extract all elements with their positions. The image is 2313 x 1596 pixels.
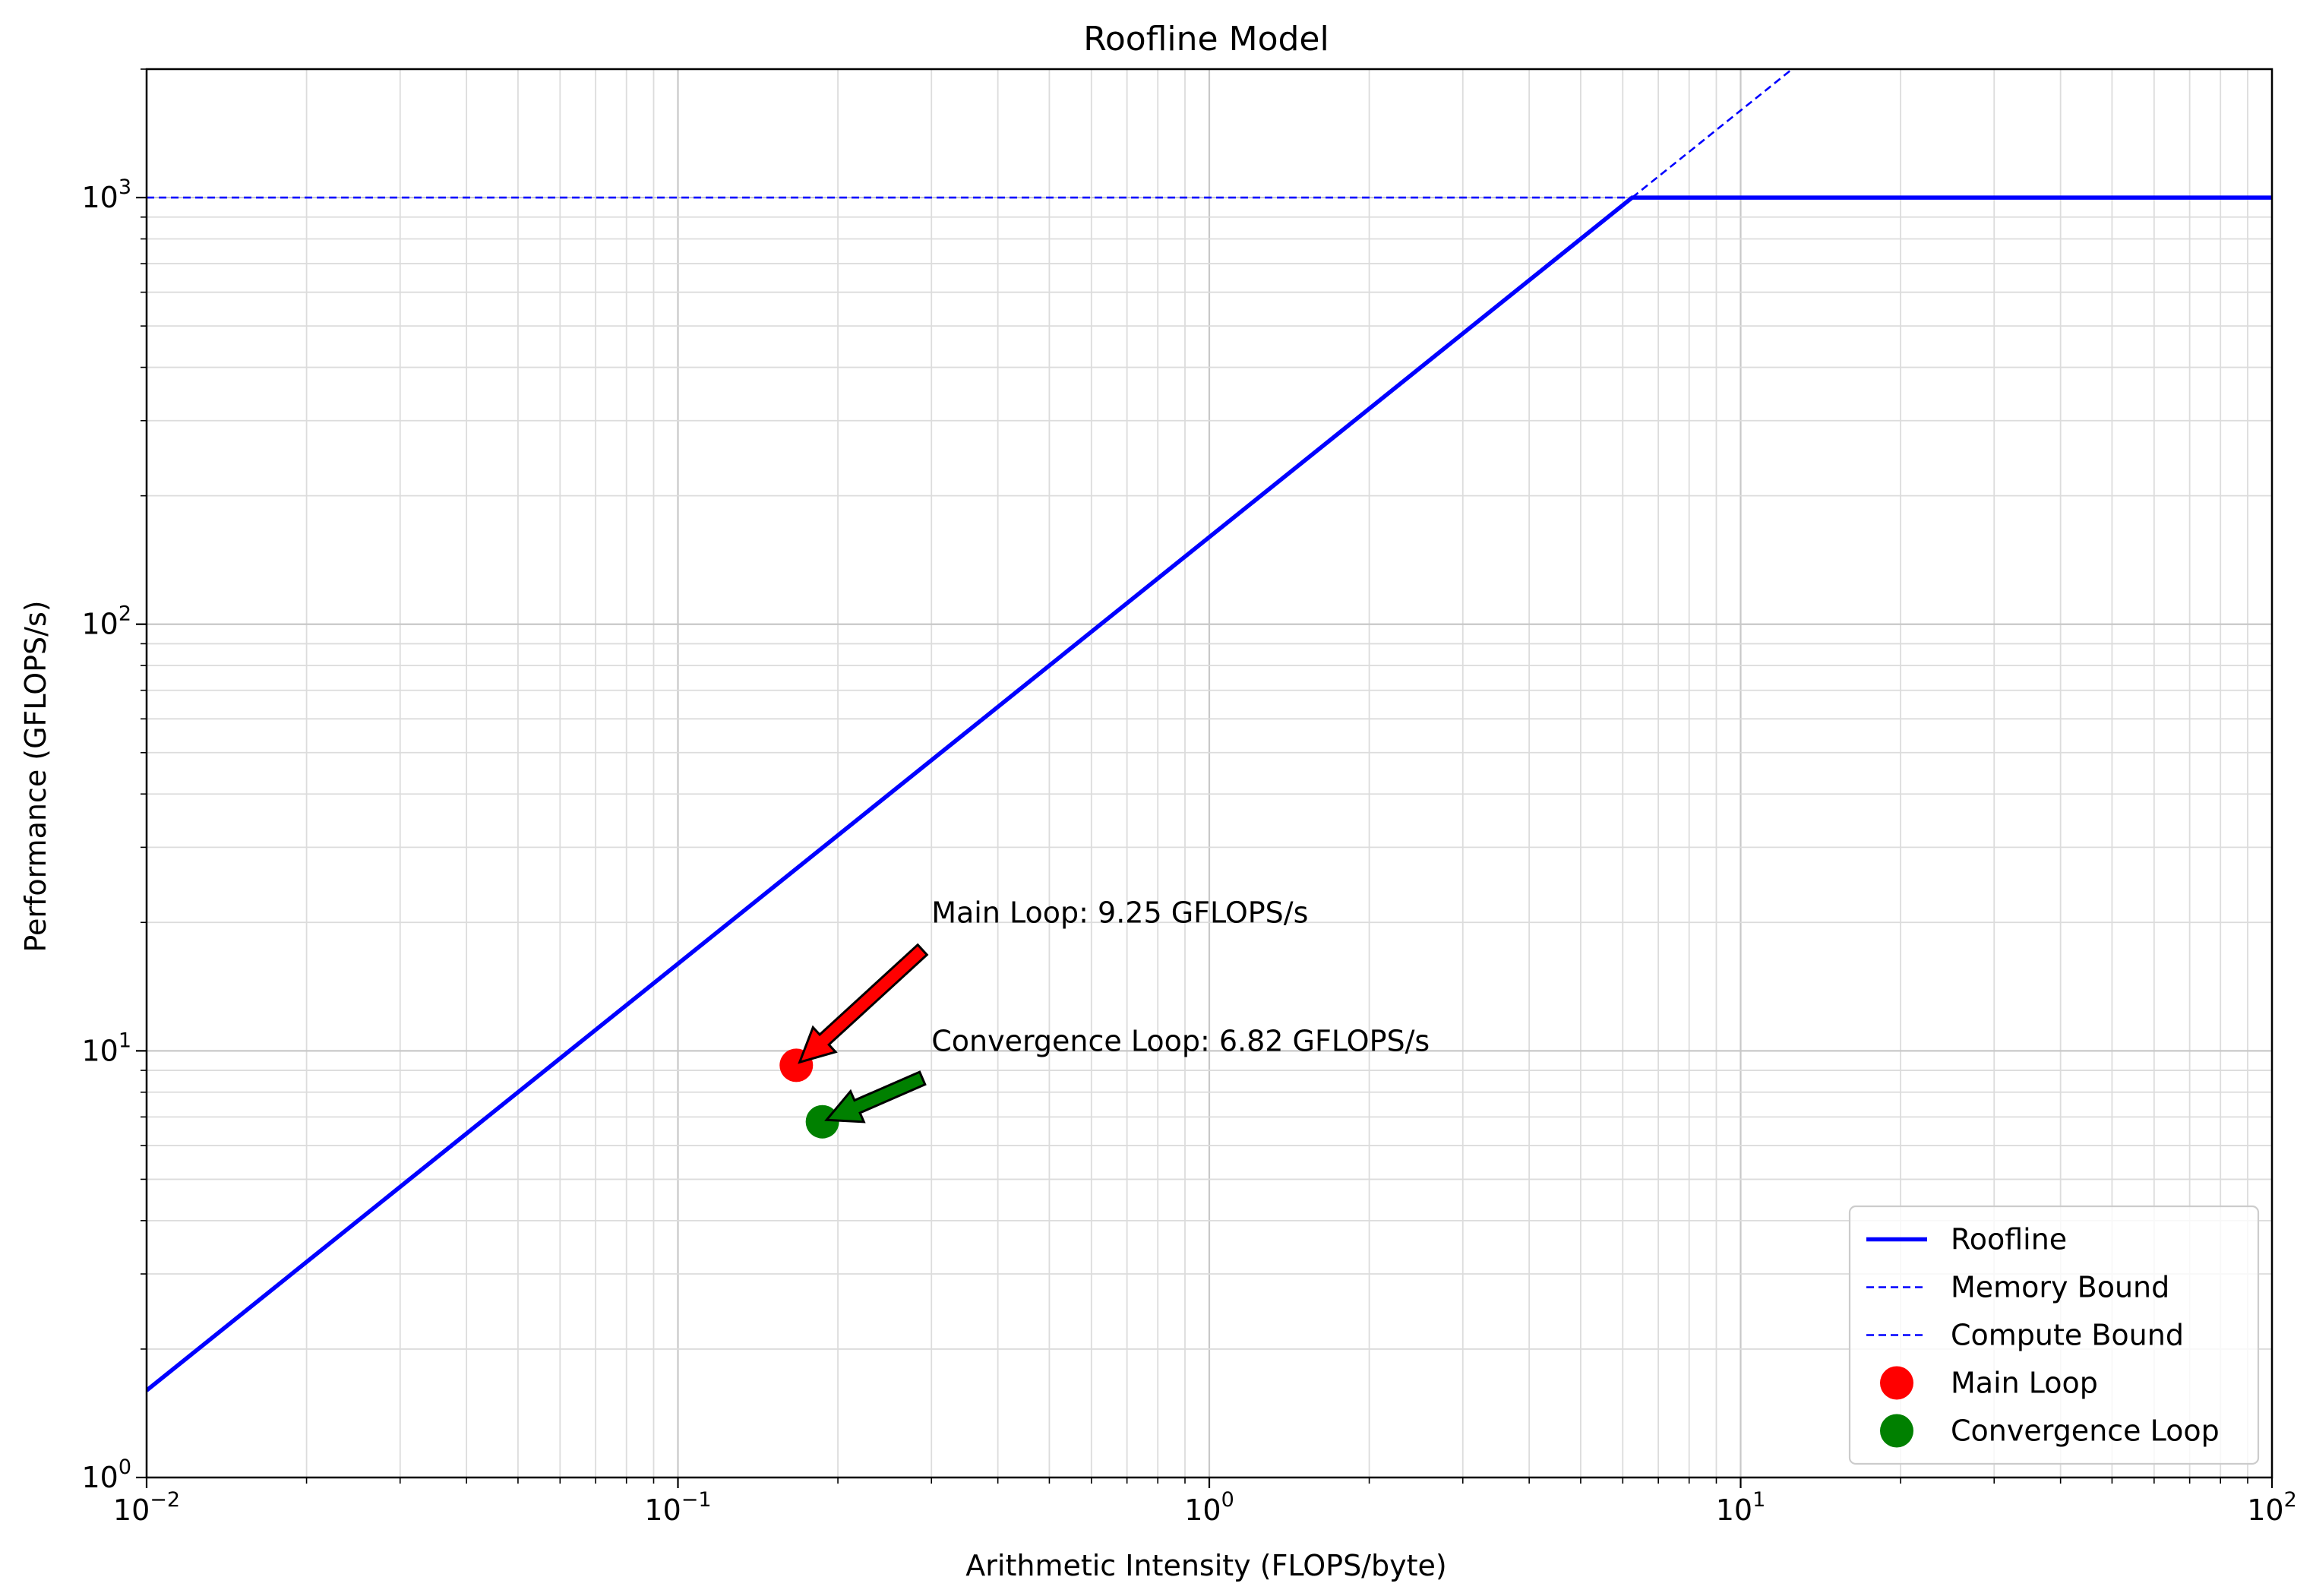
legend-label-roofline: Roofline [1951,1223,2067,1256]
y-tick-label: 101 [81,1029,131,1067]
y-tick-label: 103 [81,175,131,214]
legend-label-compute-bound: Compute Bound [1951,1319,2184,1352]
x-tick-label: 101 [1716,1488,1766,1527]
legend: Roofline Memory Bound Compute Bound Main Lo… [1848,1205,2260,1465]
y-tick-label: 100 [81,1455,131,1494]
legend-marker-convergence-loop [1880,1414,1913,1448]
x-tick-label: 10−2 [113,1488,180,1527]
legend-marker-main-loop [1880,1366,1913,1400]
y-tick-label: 102 [81,602,131,641]
annotation-arrow-convergence-loop [824,1070,927,1124]
y-axis-label: Performance (GFLOPS/s) [19,600,52,952]
annotation-arrow-main-loop [798,943,929,1064]
x-tick-label: 102 [2247,1488,2297,1527]
x-tick-label: 100 [1184,1488,1234,1527]
legend-label-memory-bound: Memory Bound [1951,1271,2169,1304]
tick-layer: 10−2 10−1 100 101 102 100 101 102 103 [81,68,2297,1527]
x-tick-label: 10−1 [644,1488,711,1527]
chart-title: Roofline Model [1083,20,1329,58]
x-axis-label: Arithmetic Intensity (FLOPS/byte) [965,1549,1446,1582]
legend-label-main-loop: Main Loop [1951,1367,2098,1400]
legend-label-convergence-loop: Convergence Loop [1951,1414,2220,1448]
annotation-layer: Main Loop: 9.25 GFLOPS/s Convergence Loop… [798,896,1430,1124]
series-line-memory-bound [1631,69,1793,199]
series-line-roofline [147,195,2272,1392]
series-layer [147,69,2272,1392]
legend-box [1848,1205,2260,1465]
annotation-label-convergence-loop: Convergence Loop: 6.82 GFLOPS/s [931,1024,1430,1057]
annotation-label-main-loop: Main Loop: 9.25 GFLOPS/s [931,896,1308,929]
